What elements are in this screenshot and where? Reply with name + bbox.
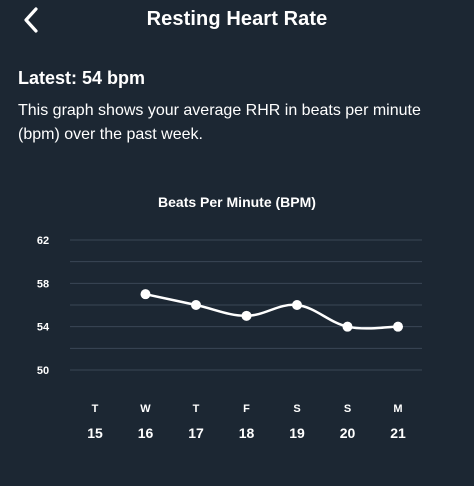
series-line [144, 292, 400, 330]
y-tick-label: 62 [37, 235, 49, 247]
x-date-label: 15 [87, 425, 103, 441]
chart-title: Beats Per Minute (BPM) [158, 194, 316, 210]
chart-canvas: Beats Per Minute (BPM) 62 58 54 50 T 15 W 16 T 1… [37, 194, 422, 441]
y-tick-label: 58 [37, 278, 49, 290]
back-button[interactable] [18, 6, 46, 34]
data-point[interactable] [241, 310, 252, 321]
x-date-label: 16 [138, 425, 154, 441]
description-text: This graph shows your average RHR in bea… [18, 102, 421, 143]
x-date-label: 19 [289, 425, 305, 441]
x-weekday-label: F [243, 403, 250, 415]
x-date-label: 17 [188, 425, 204, 441]
data-point[interactable] [292, 300, 302, 310]
y-tick-label: 50 [37, 365, 49, 377]
data-point[interactable] [140, 289, 151, 300]
page-title: Resting Heart Rate [146, 8, 328, 30]
x-weekday-label: W [140, 403, 151, 415]
heart-rate-chart: Beats Per Minute (BPM) 62 58 54 50 T 15 W 16 T 1… [0, 185, 474, 450]
x-date-label: 18 [239, 425, 255, 441]
x-weekday-label: S [293, 403, 300, 415]
x-date-label: 21 [390, 425, 406, 441]
x-weekday-label: M [393, 403, 402, 415]
x-weekday-label: S [344, 403, 351, 415]
x-date-label: 20 [340, 425, 356, 441]
data-point[interactable] [393, 321, 403, 332]
chevron-left-icon [24, 7, 38, 33]
x-weekday-label: T [92, 403, 99, 415]
y-tick-label: 54 [37, 322, 50, 334]
data-point[interactable] [342, 321, 353, 332]
x-weekday-label: T [193, 403, 200, 415]
data-point[interactable] [191, 300, 201, 310]
latest-value: Latest: 54 bpm [18, 68, 146, 88]
header: Resting Heart Rate [0, 0, 474, 40]
